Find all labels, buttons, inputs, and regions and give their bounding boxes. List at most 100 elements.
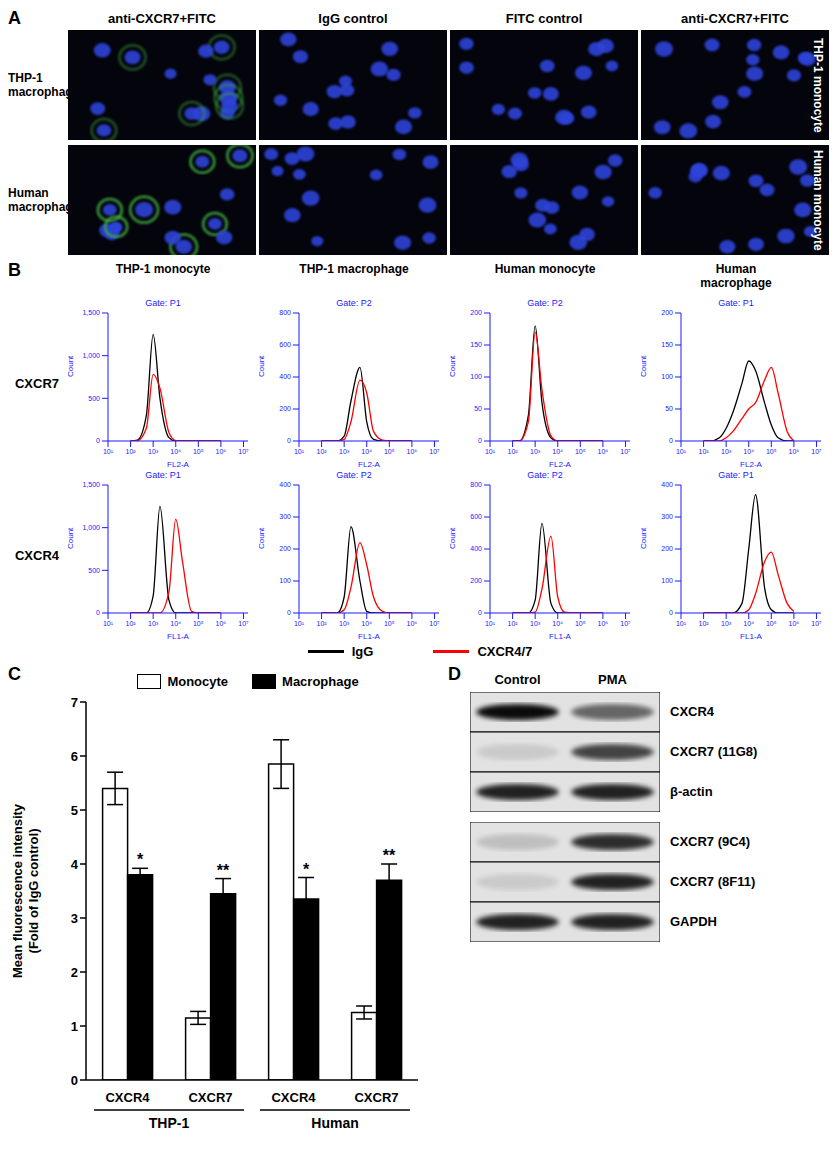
svg-text:6: 6: [71, 749, 78, 764]
svg-text:10³: 10³: [148, 448, 159, 455]
svg-text:10⁴: 10⁴: [552, 448, 563, 455]
svg-text:10²: 10²: [699, 448, 710, 455]
svg-text:10⁴: 10⁴: [361, 448, 372, 455]
svg-text:Mean fluorescence intensity: Mean fluorescence intensity: [10, 803, 25, 978]
svg-text:Human: Human: [311, 1115, 358, 1131]
svg-text:0: 0: [478, 437, 482, 444]
svg-text:10³: 10³: [339, 448, 350, 455]
svg-text:10⁴: 10⁴: [552, 620, 563, 627]
svg-text:0: 0: [96, 437, 100, 444]
svg-text:Count: Count: [259, 355, 266, 377]
svg-text:800: 800: [470, 481, 482, 488]
svg-text:Count: Count: [259, 527, 266, 549]
svg-text:400: 400: [470, 545, 482, 552]
svg-text:10¹: 10¹: [485, 620, 496, 627]
svg-text:**: **: [217, 862, 230, 879]
svg-text:10⁴: 10⁴: [361, 620, 372, 627]
svg-text:200: 200: [661, 545, 673, 552]
svg-text:10¹: 10¹: [294, 620, 305, 627]
svg-text:50: 50: [474, 405, 482, 412]
svg-text:5: 5: [71, 803, 78, 818]
svg-text:10⁶: 10⁶: [598, 620, 609, 627]
svg-text:THP-1: THP-1: [149, 1115, 190, 1131]
svg-text:600: 600: [279, 341, 291, 348]
svg-text:10⁷: 10⁷: [620, 620, 631, 627]
svg-text:0: 0: [478, 609, 482, 616]
svg-text:100: 100: [661, 373, 673, 380]
svg-text:Count: Count: [641, 355, 648, 377]
svg-text:500: 500: [88, 395, 100, 402]
svg-text:FL2-A: FL2-A: [549, 460, 571, 467]
svg-text:10³: 10³: [339, 620, 350, 627]
svg-text:400: 400: [279, 373, 291, 380]
svg-text:10¹: 10¹: [103, 448, 114, 455]
svg-text:1,500: 1,500: [82, 309, 100, 316]
svg-text:800: 800: [279, 309, 291, 316]
svg-text:10³: 10³: [721, 448, 732, 455]
svg-text:10¹: 10¹: [676, 448, 687, 455]
svg-text:FL1-A: FL1-A: [358, 632, 380, 639]
svg-text:2: 2: [71, 965, 78, 980]
svg-text:10³: 10³: [721, 620, 732, 627]
svg-text:Count: Count: [450, 355, 457, 377]
svg-text:10²: 10²: [699, 620, 710, 627]
svg-text:*: *: [137, 851, 144, 868]
svg-text:10⁷: 10⁷: [811, 620, 822, 627]
svg-text:10⁷: 10⁷: [238, 448, 249, 455]
svg-text:500: 500: [88, 567, 100, 574]
svg-text:0: 0: [287, 437, 291, 444]
svg-text:600: 600: [470, 513, 482, 520]
svg-text:10⁵: 10⁵: [384, 448, 395, 455]
svg-text:10¹: 10¹: [485, 448, 496, 455]
svg-text:1,500: 1,500: [82, 481, 100, 488]
svg-text:0: 0: [96, 609, 100, 616]
svg-text:FL1-A: FL1-A: [740, 632, 762, 639]
svg-text:10⁶: 10⁶: [216, 448, 227, 455]
svg-text:300: 300: [279, 513, 291, 520]
svg-text:7: 7: [71, 695, 78, 710]
svg-text:1,000: 1,000: [82, 524, 100, 531]
svg-text:10⁷: 10⁷: [238, 620, 249, 627]
svg-text:CXCR7: CXCR7: [354, 1090, 398, 1105]
svg-text:10⁴: 10⁴: [170, 620, 181, 627]
svg-text:10⁵: 10⁵: [766, 448, 777, 455]
svg-text:200: 200: [470, 577, 482, 584]
svg-text:10⁶: 10⁶: [407, 448, 418, 455]
svg-text:(Fold of IgG control): (Fold of IgG control): [26, 829, 41, 954]
svg-text:FL1-A: FL1-A: [167, 632, 189, 639]
svg-text:10⁶: 10⁶: [407, 620, 418, 627]
svg-text:0: 0: [71, 1073, 78, 1088]
svg-text:10⁵: 10⁵: [193, 620, 204, 627]
svg-text:10⁵: 10⁵: [575, 448, 586, 455]
svg-text:150: 150: [470, 341, 482, 348]
svg-text:100: 100: [661, 577, 673, 584]
svg-text:10⁷: 10⁷: [429, 448, 440, 455]
svg-text:200: 200: [279, 545, 291, 552]
svg-text:10⁶: 10⁶: [789, 620, 800, 627]
svg-text:200: 200: [661, 309, 673, 316]
svg-text:50: 50: [665, 405, 673, 412]
svg-text:10⁷: 10⁷: [620, 448, 631, 455]
svg-text:1: 1: [71, 1019, 78, 1034]
svg-text:10²: 10²: [508, 620, 519, 627]
svg-text:10³: 10³: [530, 448, 541, 455]
svg-text:10²: 10²: [126, 620, 137, 627]
svg-text:10⁴: 10⁴: [743, 448, 754, 455]
svg-text:300: 300: [661, 513, 673, 520]
svg-text:10⁴: 10⁴: [170, 448, 181, 455]
svg-text:Count: Count: [641, 527, 648, 549]
svg-text:100: 100: [279, 577, 291, 584]
svg-text:10¹: 10¹: [676, 620, 687, 627]
svg-text:10²: 10²: [126, 448, 137, 455]
svg-text:3: 3: [71, 911, 78, 926]
svg-text:100: 100: [470, 373, 482, 380]
svg-text:10¹: 10¹: [294, 448, 305, 455]
svg-text:*: *: [303, 861, 310, 878]
svg-text:200: 200: [279, 405, 291, 412]
svg-text:200: 200: [470, 309, 482, 316]
svg-text:10³: 10³: [148, 620, 159, 627]
svg-text:10⁵: 10⁵: [193, 448, 204, 455]
svg-text:Count: Count: [68, 355, 75, 377]
svg-text:10⁶: 10⁶: [789, 448, 800, 455]
svg-text:Count: Count: [68, 527, 75, 549]
